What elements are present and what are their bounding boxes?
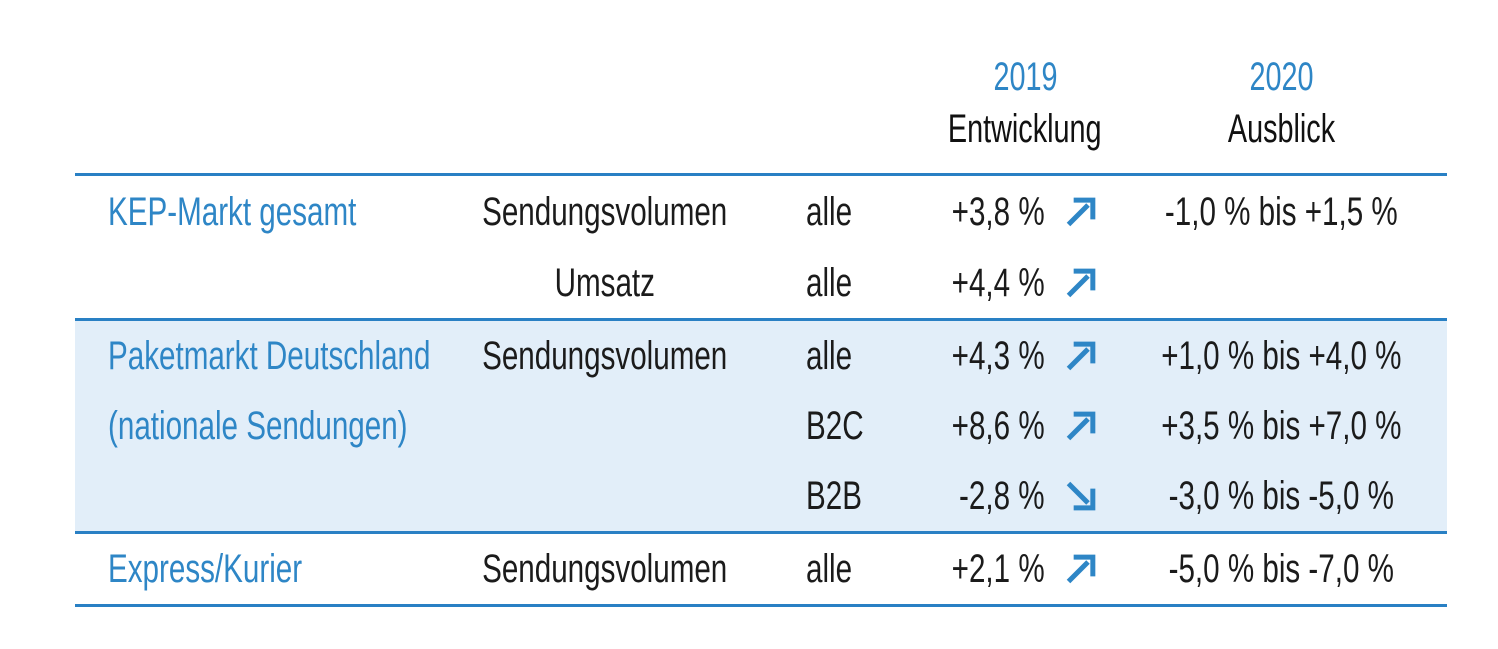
table-row: (nationale Sendungen) B2C +8,6 % +3,5 % … xyxy=(75,391,1447,461)
table-row: Paketmarkt Deutschland Sendungsvolumen a… xyxy=(75,321,1447,391)
outlook-2020-text: -3,0 % bis -5,0 % xyxy=(1168,474,1394,518)
metric-cell: Umsatz xyxy=(460,263,750,303)
trend-indicator xyxy=(1061,336,1101,376)
table-row: Umsatz alle +4,4 % xyxy=(75,247,1447,318)
segment-cell: alle xyxy=(750,336,935,376)
market-label: (nationale Sendungen) xyxy=(108,404,408,448)
entwicklung-label: Entwicklung xyxy=(948,107,1102,151)
segment-label: B2B xyxy=(806,474,862,518)
segment-label: alle xyxy=(806,189,853,234)
trend-down-icon xyxy=(1066,481,1096,511)
value-2019-text: -2,8 % xyxy=(959,474,1045,518)
value-2019-cell: +4,4 % xyxy=(935,263,1115,303)
outlook-2020-cell: +1,0 % bis +4,0 % xyxy=(1115,336,1447,376)
segment-cell: alle xyxy=(750,192,935,232)
trend-indicator xyxy=(1061,476,1101,516)
value-2019-text: +8,6 % xyxy=(952,404,1045,448)
trend-up-icon xyxy=(1066,411,1096,441)
value-2019-text: +4,4 % xyxy=(952,260,1045,305)
segment-cell: alle xyxy=(750,263,935,303)
outlook-2020-text: +1,0 % bis +4,0 % xyxy=(1160,334,1402,378)
table-row: Express/Kurier Sendungsvolumen alle +2,1… xyxy=(75,534,1447,604)
outlook-2020-text: -5,0 % bis -7,0 % xyxy=(1168,547,1394,591)
value-2019-text: +4,3 % xyxy=(952,334,1045,378)
trend-up-icon xyxy=(1066,554,1096,584)
outlook-2020-cell: -3,0 % bis -5,0 % xyxy=(1115,476,1447,516)
outlook-2020-cell: -5,0 % bis -7,0 % xyxy=(1115,549,1447,589)
trend-indicator xyxy=(1061,192,1101,232)
segment-label: B2C xyxy=(806,404,864,448)
market-development-table: 2019 Entwicklung 2020 Ausblick KEP-Markt… xyxy=(75,0,1447,607)
segment-cell: alle xyxy=(750,549,935,589)
value-2019-cell: -2,8 % xyxy=(935,476,1115,516)
metric-label: Sendungsvolumen xyxy=(482,334,728,378)
metric-label: Sendungsvolumen xyxy=(482,547,728,591)
outlook-2020-cell: -1,0 % bis +1,5 % xyxy=(1115,192,1447,232)
market-cell: Express/Kurier xyxy=(75,549,460,589)
segment-cell: B2C xyxy=(750,406,935,446)
column-header-2019: 2019 Entwicklung xyxy=(935,57,1115,173)
trend-up-icon xyxy=(1066,268,1096,297)
table-header-row: 2019 Entwicklung 2020 Ausblick xyxy=(75,0,1447,173)
segment-label: alle xyxy=(806,260,853,305)
trend-up-icon xyxy=(1066,197,1096,226)
table-row: KEP-Markt gesamt Sendungsvolumen alle +3… xyxy=(75,176,1447,247)
market-cell xyxy=(75,274,460,292)
metric-cell: Sendungsvolumen xyxy=(460,192,750,232)
value-2019-text: +2,1 % xyxy=(952,547,1045,591)
market-label: Paketmarkt Deutschland xyxy=(108,334,431,378)
year-2019-label: 2019 xyxy=(992,55,1058,99)
market-label: KEP-Markt gesamt xyxy=(108,189,357,234)
segment-label: alle xyxy=(806,547,853,591)
value-2019-cell: +8,6 % xyxy=(935,406,1115,446)
metric-label: Sendungsvolumen xyxy=(482,189,728,234)
outlook-2020-text: +3,5 % bis +7,0 % xyxy=(1160,404,1402,448)
year-2020-label: 2020 xyxy=(1248,55,1314,99)
segment-cell: B2B xyxy=(750,476,935,516)
value-2019-cell: +4,3 % xyxy=(935,336,1115,376)
metric-label: Umsatz xyxy=(554,260,656,305)
trend-indicator xyxy=(1061,549,1101,589)
value-2019-cell: +2,1 % xyxy=(935,549,1115,589)
market-cell: (nationale Sendungen) xyxy=(75,406,460,446)
metric-cell: Sendungsvolumen xyxy=(460,336,750,376)
section-express-kurier: Express/Kurier Sendungsvolumen alle +2,1… xyxy=(75,531,1447,607)
trend-up-icon xyxy=(1066,341,1096,371)
trend-indicator xyxy=(1061,263,1101,303)
trend-indicator xyxy=(1061,406,1101,446)
value-2019-text: +3,8 % xyxy=(952,189,1045,234)
table-row: B2B -2,8 % -3,0 % bis -5,0 % xyxy=(75,461,1447,531)
segment-label: alle xyxy=(806,334,853,378)
value-2019-cell: +3,8 % xyxy=(935,192,1115,232)
section-kep-markt-gesamt: KEP-Markt gesamt Sendungsvolumen alle +3… xyxy=(75,173,1447,318)
column-header-2020: 2020 Ausblick xyxy=(1115,57,1447,173)
market-label: Express/Kurier xyxy=(108,547,303,591)
outlook-2020-text: -1,0 % bis +1,5 % xyxy=(1164,189,1398,234)
market-cell: Paketmarkt Deutschland xyxy=(75,336,460,376)
ausblick-label: Ausblick xyxy=(1227,107,1335,151)
metric-cell: Sendungsvolumen xyxy=(460,549,750,589)
outlook-2020-cell: +3,5 % bis +7,0 % xyxy=(1115,406,1447,446)
section-paketmarkt-deutschland: Paketmarkt Deutschland Sendungsvolumen a… xyxy=(75,318,1447,531)
market-cell xyxy=(75,487,460,505)
market-cell: KEP-Markt gesamt xyxy=(75,192,460,232)
